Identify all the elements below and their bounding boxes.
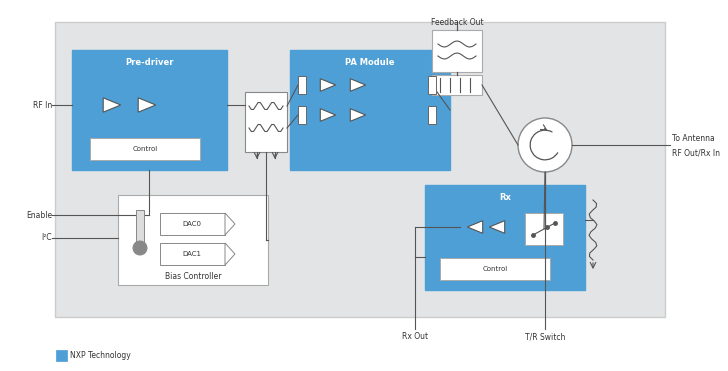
Bar bbox=[245, 92, 287, 152]
Bar bbox=[136, 210, 144, 250]
Bar bbox=[440, 258, 550, 280]
Text: Rx: Rx bbox=[499, 193, 511, 202]
Bar bbox=[55, 22, 665, 317]
Polygon shape bbox=[225, 213, 235, 235]
Polygon shape bbox=[103, 98, 121, 112]
Bar bbox=[298, 76, 306, 94]
Text: Bias Controller: Bias Controller bbox=[165, 272, 221, 281]
Circle shape bbox=[518, 118, 572, 172]
Bar bbox=[56, 350, 67, 361]
Polygon shape bbox=[320, 79, 336, 91]
Text: DAC1: DAC1 bbox=[183, 251, 202, 257]
Polygon shape bbox=[489, 221, 505, 233]
Text: I²C: I²C bbox=[41, 233, 52, 243]
Text: Rx Out: Rx Out bbox=[402, 332, 428, 341]
Polygon shape bbox=[467, 221, 483, 233]
Polygon shape bbox=[350, 79, 365, 91]
Text: Feedback Out: Feedback Out bbox=[431, 18, 483, 27]
Bar bbox=[432, 30, 482, 72]
Polygon shape bbox=[350, 109, 365, 121]
Text: NXP Technology: NXP Technology bbox=[70, 351, 131, 360]
Text: Enable: Enable bbox=[26, 210, 52, 220]
Bar bbox=[432, 75, 482, 95]
Text: RF In: RF In bbox=[33, 101, 52, 109]
Bar bbox=[525, 213, 563, 245]
Text: Pre-driver: Pre-driver bbox=[125, 58, 174, 67]
Bar bbox=[290, 50, 450, 170]
Bar bbox=[72, 50, 227, 170]
Circle shape bbox=[133, 241, 147, 255]
Text: DAC0: DAC0 bbox=[183, 221, 202, 227]
Text: T/R Switch: T/R Switch bbox=[525, 332, 565, 341]
Bar bbox=[160, 243, 225, 265]
Bar bbox=[118, 195, 268, 285]
Text: PA Module: PA Module bbox=[345, 58, 395, 67]
Polygon shape bbox=[138, 98, 156, 112]
Text: To Antenna: To Antenna bbox=[672, 134, 715, 143]
Text: Control: Control bbox=[483, 266, 507, 272]
Polygon shape bbox=[225, 243, 235, 265]
Bar bbox=[90, 138, 200, 160]
Text: Control: Control bbox=[132, 146, 158, 152]
Text: RF Out/Rx In: RF Out/Rx In bbox=[672, 149, 720, 158]
Polygon shape bbox=[320, 109, 336, 121]
Bar bbox=[428, 76, 436, 94]
Bar bbox=[298, 106, 306, 124]
Bar bbox=[160, 213, 225, 235]
Bar bbox=[428, 106, 436, 124]
Bar bbox=[425, 185, 585, 290]
